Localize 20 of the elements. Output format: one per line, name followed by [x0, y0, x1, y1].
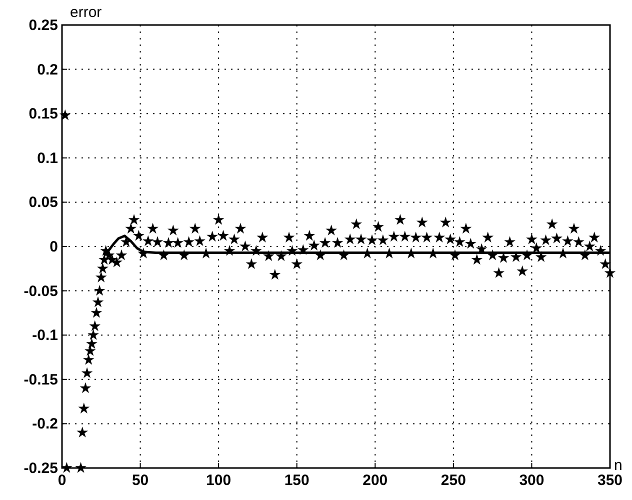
x-axis-title: n — [614, 457, 622, 474]
y-tick-label: 0.1 — [37, 150, 58, 167]
y-tick-label: 0.15 — [28, 106, 58, 123]
y-tick-label: 0 — [50, 238, 58, 256]
y-tick-label: 0.25 — [28, 17, 58, 34]
y-tick-label: -0.25 — [24, 460, 58, 477]
y-tick-label: -0.2 — [32, 416, 58, 433]
x-tick-label: 50 — [132, 472, 149, 489]
y-tick-label: -0.05 — [24, 282, 58, 300]
y-tick-label: 0.2 — [37, 61, 58, 78]
y-tick-label: 0.05 — [28, 194, 58, 212]
x-tick-label: 350 — [597, 472, 623, 489]
x-tick-label: 300 — [519, 472, 544, 489]
x-tick-label: 100 — [206, 472, 232, 489]
y-tick-label: -0.15 — [24, 371, 58, 388]
x-tick-label: 250 — [440, 472, 466, 489]
y-axis-title: error — [70, 4, 102, 21]
x-tick-label: 200 — [362, 472, 388, 489]
x-tick-label: 150 — [284, 472, 310, 489]
y-tick-label: -0.1 — [32, 327, 58, 344]
